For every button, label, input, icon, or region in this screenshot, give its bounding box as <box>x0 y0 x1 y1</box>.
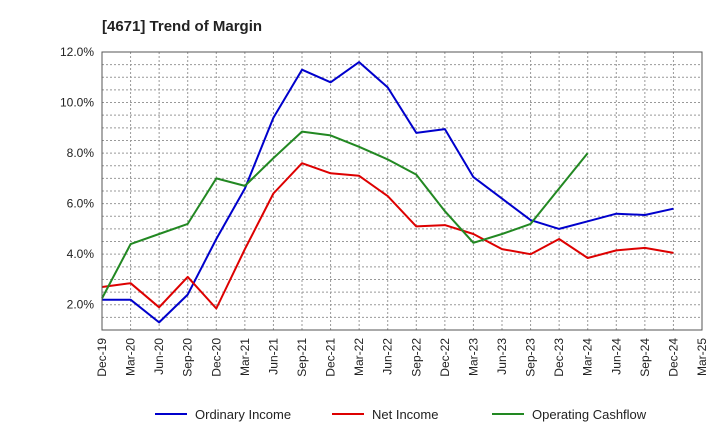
legend-label: Net Income <box>372 407 438 422</box>
x-axis-tick-labels: Dec-19 Mar-20 Jun-20 Sep-20 Dec-20 Mar-21 Jun-… <box>95 338 709 377</box>
x-tick-label: Mar-25 <box>695 338 709 376</box>
x-tick-label: Mar-21 <box>238 338 252 376</box>
y-axis-tick-labels: 2.0% 4.0% 6.0% 8.0% 10.0% 12.0% <box>60 45 94 312</box>
y-tick-label: 2.0% <box>67 298 95 312</box>
x-tick-label: Jun-21 <box>266 338 280 375</box>
x-tick-label: Mar-20 <box>124 338 138 376</box>
x-tick-label: Jun-22 <box>381 338 395 375</box>
chart-title: [4671] Trend of Margin <box>102 18 262 35</box>
x-tick-label: Mar-23 <box>466 338 480 376</box>
y-tick-label: 8.0% <box>67 146 95 160</box>
y-tick-label: 12.0% <box>60 45 94 59</box>
x-tick-label: Sep-24 <box>638 338 652 377</box>
legend-label: Operating Cashflow <box>532 407 647 422</box>
x-tick-label: Jun-24 <box>609 338 623 375</box>
y-tick-label: 10.0% <box>60 96 94 110</box>
x-tick-label: Sep-21 <box>295 338 309 377</box>
x-tick-label: Dec-24 <box>666 338 680 377</box>
x-tick-label: Dec-20 <box>209 338 223 377</box>
x-tick-label: Mar-24 <box>581 338 595 376</box>
x-tick-label: Dec-19 <box>95 338 109 377</box>
x-tick-label: Dec-21 <box>324 338 338 377</box>
legend-label: Ordinary Income <box>195 407 291 422</box>
series-lines <box>101 61 674 324</box>
series-line-2 <box>101 130 589 299</box>
x-tick-label: Sep-20 <box>181 338 195 377</box>
x-tick-label: Sep-22 <box>409 338 423 377</box>
x-tick-label: Dec-22 <box>438 338 452 377</box>
plot-area-frame <box>101 51 703 331</box>
y-tick-label: 4.0% <box>67 247 95 261</box>
y-tick-label: 6.0% <box>67 197 95 211</box>
series-line-0 <box>102 61 674 324</box>
x-tick-label: Mar-22 <box>352 338 366 376</box>
x-tick-label: Jun-20 <box>152 338 166 375</box>
legend: Ordinary Income Net Income Operating Cashf… <box>155 407 647 422</box>
x-tick-label: Jun-23 <box>495 338 509 375</box>
series-line-1 <box>101 162 674 310</box>
x-tick-label: Dec-23 <box>552 338 566 377</box>
x-tick-label: Sep-23 <box>524 338 538 377</box>
